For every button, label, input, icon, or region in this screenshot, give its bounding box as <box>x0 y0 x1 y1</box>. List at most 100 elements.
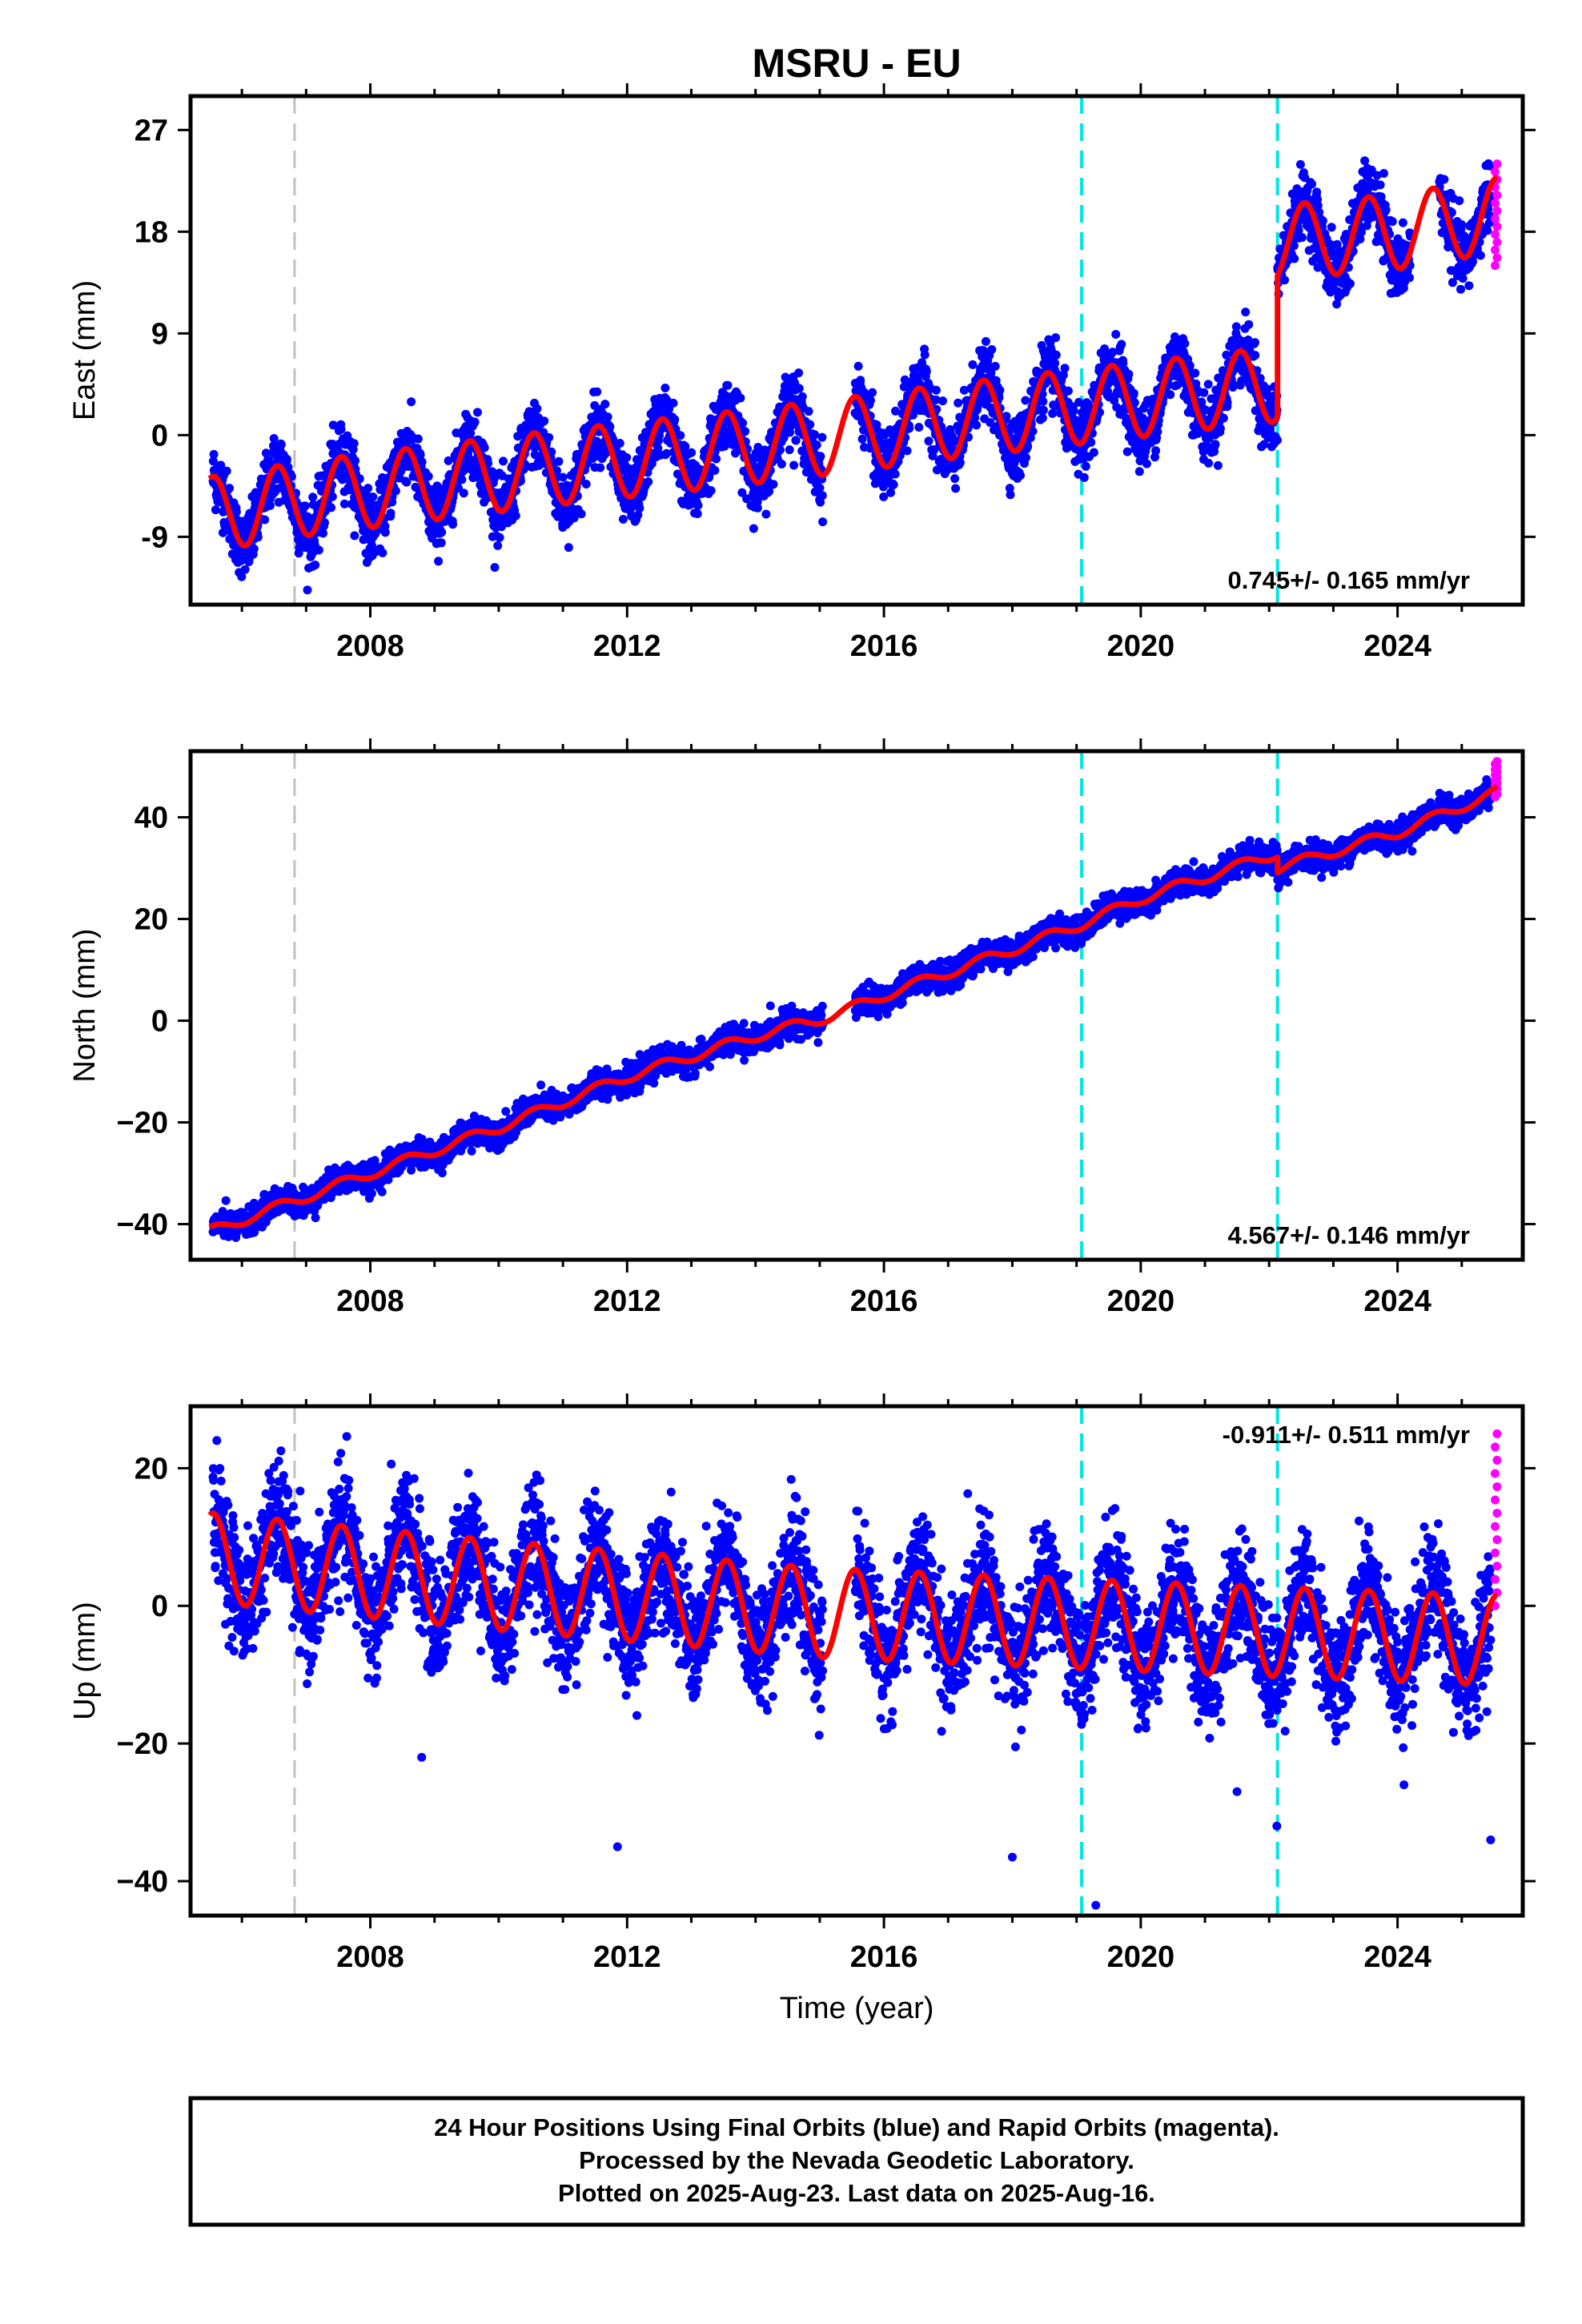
final-orbit-point <box>1464 281 1474 291</box>
final-orbit-point <box>1244 320 1254 329</box>
final-orbit-point <box>413 434 423 444</box>
final-orbit-point <box>576 509 586 519</box>
final-orbit-point <box>775 445 785 455</box>
final-orbit-point <box>349 439 359 448</box>
final-orbit-point <box>402 477 412 487</box>
final-orbit-point <box>954 398 963 408</box>
final-orbit-point <box>889 480 898 489</box>
final-orbit-point <box>1439 175 1449 184</box>
final-orbit-point <box>1204 458 1214 468</box>
final-orbit-point <box>532 404 542 413</box>
final-orbit-point <box>253 533 263 542</box>
final-orbit-point <box>592 387 602 396</box>
final-orbit-point <box>222 466 231 476</box>
final-orbit-point <box>1180 339 1190 348</box>
final-orbit-point <box>1122 447 1132 456</box>
final-orbit-point <box>1295 159 1305 169</box>
x-tick-label: 2012 <box>593 629 661 663</box>
final-orbit-point <box>314 545 323 555</box>
final-orbit-point <box>1307 179 1317 189</box>
final-orbit-point <box>1060 364 1070 373</box>
final-orbit-series <box>208 156 1496 595</box>
final-orbit-point <box>644 477 653 487</box>
final-orbit-point <box>386 509 396 518</box>
final-orbit-point <box>1213 460 1223 470</box>
final-orbit-point <box>853 361 863 371</box>
final-orbit-point <box>596 463 605 472</box>
final-orbit-point <box>818 517 828 527</box>
final-orbit-point <box>1038 413 1047 423</box>
final-orbit-point <box>1166 390 1175 400</box>
final-orbit-point <box>618 514 628 524</box>
final-orbit-point <box>890 469 900 479</box>
final-orbit-point <box>866 396 875 405</box>
final-orbit-point <box>1360 156 1370 166</box>
final-orbit-point <box>339 499 349 509</box>
final-orbit-point <box>416 450 425 460</box>
final-orbit-point <box>581 480 591 489</box>
final-orbit-point <box>817 432 827 442</box>
y-tick-label: 0 <box>151 419 168 452</box>
final-orbit-point <box>902 446 912 456</box>
final-orbit-point <box>1290 254 1299 263</box>
final-orbit-point <box>753 503 762 513</box>
final-orbit-point <box>493 541 503 550</box>
final-orbit-point <box>1006 490 1015 500</box>
final-orbit-point <box>1063 386 1073 396</box>
final-orbit-point <box>480 443 489 452</box>
final-orbit-point <box>282 454 291 464</box>
final-orbit-point <box>920 350 930 360</box>
final-orbit-point <box>269 434 279 443</box>
final-orbit-point <box>968 360 978 369</box>
final-orbit-point <box>924 436 934 446</box>
final-orbit-point <box>276 440 286 449</box>
final-orbit-point <box>669 398 678 408</box>
final-orbit-point <box>311 561 320 569</box>
final-orbit-point <box>1199 388 1209 397</box>
rapid-orbit-point <box>1492 191 1502 200</box>
final-orbit-point <box>221 1196 231 1205</box>
x-tick-label: 2008 <box>336 629 404 663</box>
final-orbit-point <box>810 430 819 440</box>
final-orbit-point <box>564 543 573 553</box>
final-orbit-point <box>931 385 941 395</box>
final-orbit-point <box>225 484 235 493</box>
plot-area <box>207 96 1502 605</box>
final-orbit-point <box>789 460 799 470</box>
final-orbit-point <box>540 416 549 426</box>
final-orbit-point <box>687 448 697 457</box>
final-orbit-point <box>378 548 387 557</box>
rapid-orbit-point <box>1492 206 1502 215</box>
final-orbit-point <box>1251 338 1259 348</box>
final-orbit-point <box>785 445 794 455</box>
final-orbit-point <box>1124 369 1134 379</box>
final-orbit-point <box>710 465 720 475</box>
final-orbit-point <box>1457 219 1466 229</box>
final-orbit-point <box>938 396 947 406</box>
final-orbit-point <box>706 486 716 496</box>
final-orbit-point <box>1203 380 1213 389</box>
final-orbit-point <box>407 397 416 407</box>
final-orbit-point <box>261 448 271 458</box>
final-orbit-point <box>554 456 564 466</box>
rapid-orbit-point <box>1491 261 1500 271</box>
model-fit-line <box>207 175 1500 549</box>
final-orbit-point <box>816 452 825 461</box>
final-orbit-point <box>1345 279 1355 288</box>
final-orbit-point <box>368 493 378 501</box>
final-orbit-point <box>791 436 801 445</box>
final-orbit-point <box>1111 330 1121 339</box>
final-orbit-point <box>1273 436 1282 445</box>
final-orbit-point <box>1379 169 1388 178</box>
final-orbit-point <box>681 441 690 451</box>
final-orbit-point <box>1134 467 1144 476</box>
final-orbit-point <box>1215 424 1225 433</box>
final-orbit-point <box>817 491 827 501</box>
final-orbit-point <box>987 345 997 354</box>
rapid-orbit-point <box>1492 159 1502 169</box>
final-orbit-point <box>1280 275 1289 285</box>
final-orbit-point <box>1089 448 1098 457</box>
final-orbit-point <box>1483 226 1492 235</box>
final-orbit-point <box>914 423 924 432</box>
final-orbit-point <box>972 420 982 430</box>
